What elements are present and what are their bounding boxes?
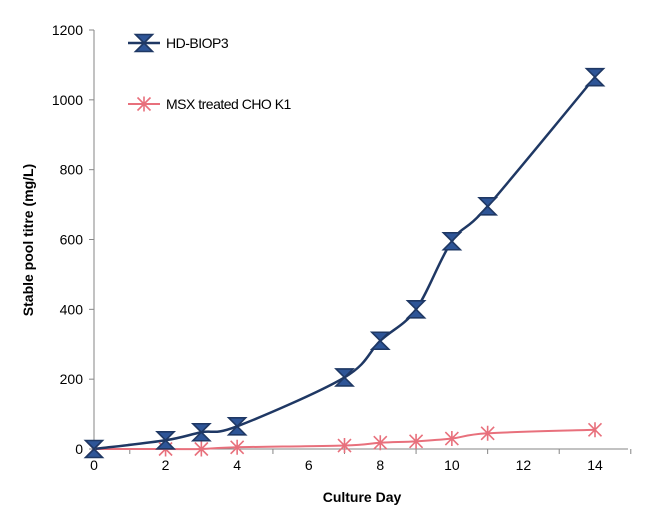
data-point-hd-biop3-day-2	[155, 430, 177, 450]
x-tick-label: 14	[587, 457, 603, 473]
series-lines	[93, 76, 596, 451]
legend-entry-msx-treated-cho-k1: MSX treated CHO K1	[128, 96, 292, 112]
y-tick-label: 400	[60, 301, 84, 317]
legend-marker-msx-treated-cho-k1	[136, 96, 152, 112]
y-tick-labels: 0 200 400 600 800 1000 1200	[52, 22, 83, 457]
y-tick-label: 800	[60, 162, 84, 178]
data-point-hd-biop3-day-4	[226, 417, 248, 436]
data-point-hd-biop3-day-11	[477, 197, 499, 216]
data-point-msx-treated-cho-k1-day-7	[337, 438, 352, 454]
data-point-hd-biop3-day-8	[369, 331, 391, 351]
data-point-msx-treated-cho-k1-day-9	[409, 433, 424, 449]
x-axis-title: Culture Day	[323, 489, 402, 505]
data-point-hd-biop3-day-14	[584, 67, 606, 87]
x-tick-label: 4	[233, 457, 241, 473]
data-point-hd-biop3-day-0	[83, 439, 105, 459]
x-tick-labels: 0 2 4 6 8 10 12 14	[90, 457, 603, 473]
x-tick-label: 8	[376, 457, 384, 473]
series-line-msx-treated-cho-k1	[94, 428, 596, 451]
data-point-msx-treated-cho-k1-day-10	[444, 431, 459, 447]
data-point-hd-biop3-day-9	[405, 300, 427, 319]
x-tick-label: 2	[162, 457, 170, 473]
data-point-hd-biop3-day-7	[334, 368, 355, 387]
x-tick-label: 10	[444, 457, 460, 473]
x-tick-label: 6	[305, 457, 313, 473]
data-point-msx-treated-cho-k1-day-11	[480, 425, 495, 441]
legend-label-hd-biop3: HD-BIOP3	[166, 35, 229, 51]
y-tick-label: 1000	[52, 92, 83, 108]
data-point-msx-treated-cho-k1-day-8	[373, 435, 388, 451]
y-tick-label: 0	[75, 441, 83, 457]
legend-marker-symbol-hd-biop3	[133, 33, 155, 53]
data-point-hd-biop3-day-10	[441, 231, 463, 251]
legend-label-msx-treated-cho-k1: MSX treated CHO K1	[166, 96, 292, 112]
legend: HD-BIOP3 MSX treated CHO K1	[128, 33, 292, 112]
data-point-msx-treated-cho-k1-day-3	[194, 441, 209, 457]
y-tick-label: 200	[60, 371, 84, 387]
series-markers	[83, 67, 606, 459]
x-tick-label: 12	[516, 457, 532, 473]
y-tick-label: 600	[60, 232, 84, 248]
axes	[89, 29, 632, 454]
data-point-msx-treated-cho-k1-day-14	[587, 422, 603, 438]
legend-entry-hd-biop3: HD-BIOP3	[128, 33, 229, 53]
series-line-hd-biop3	[93, 76, 596, 451]
legend-marker-hd-biop3	[133, 33, 155, 53]
y-axis-title: Stable pool titre (mg/L)	[20, 164, 36, 316]
x-tick-label: 0	[90, 457, 98, 473]
legend-marker-symbol-msx-treated-cho-k1	[136, 96, 152, 112]
data-point-msx-treated-cho-k1-day-4	[230, 439, 245, 455]
y-tick-label: 1200	[52, 22, 83, 38]
data-point-hd-biop3-day-3	[190, 422, 212, 442]
